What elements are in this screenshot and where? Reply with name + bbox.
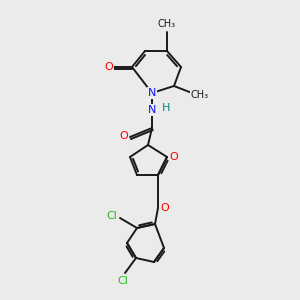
Text: O: O xyxy=(105,62,113,72)
Text: N: N xyxy=(148,88,156,98)
Text: CH₃: CH₃ xyxy=(191,90,209,100)
Text: Cl: Cl xyxy=(118,276,128,286)
Text: H: H xyxy=(162,103,170,113)
Text: N: N xyxy=(148,105,156,115)
Text: Cl: Cl xyxy=(106,211,117,221)
Text: CH₃: CH₃ xyxy=(158,19,176,29)
Text: O: O xyxy=(160,203,169,213)
Text: O: O xyxy=(120,131,128,141)
Text: O: O xyxy=(169,152,178,162)
